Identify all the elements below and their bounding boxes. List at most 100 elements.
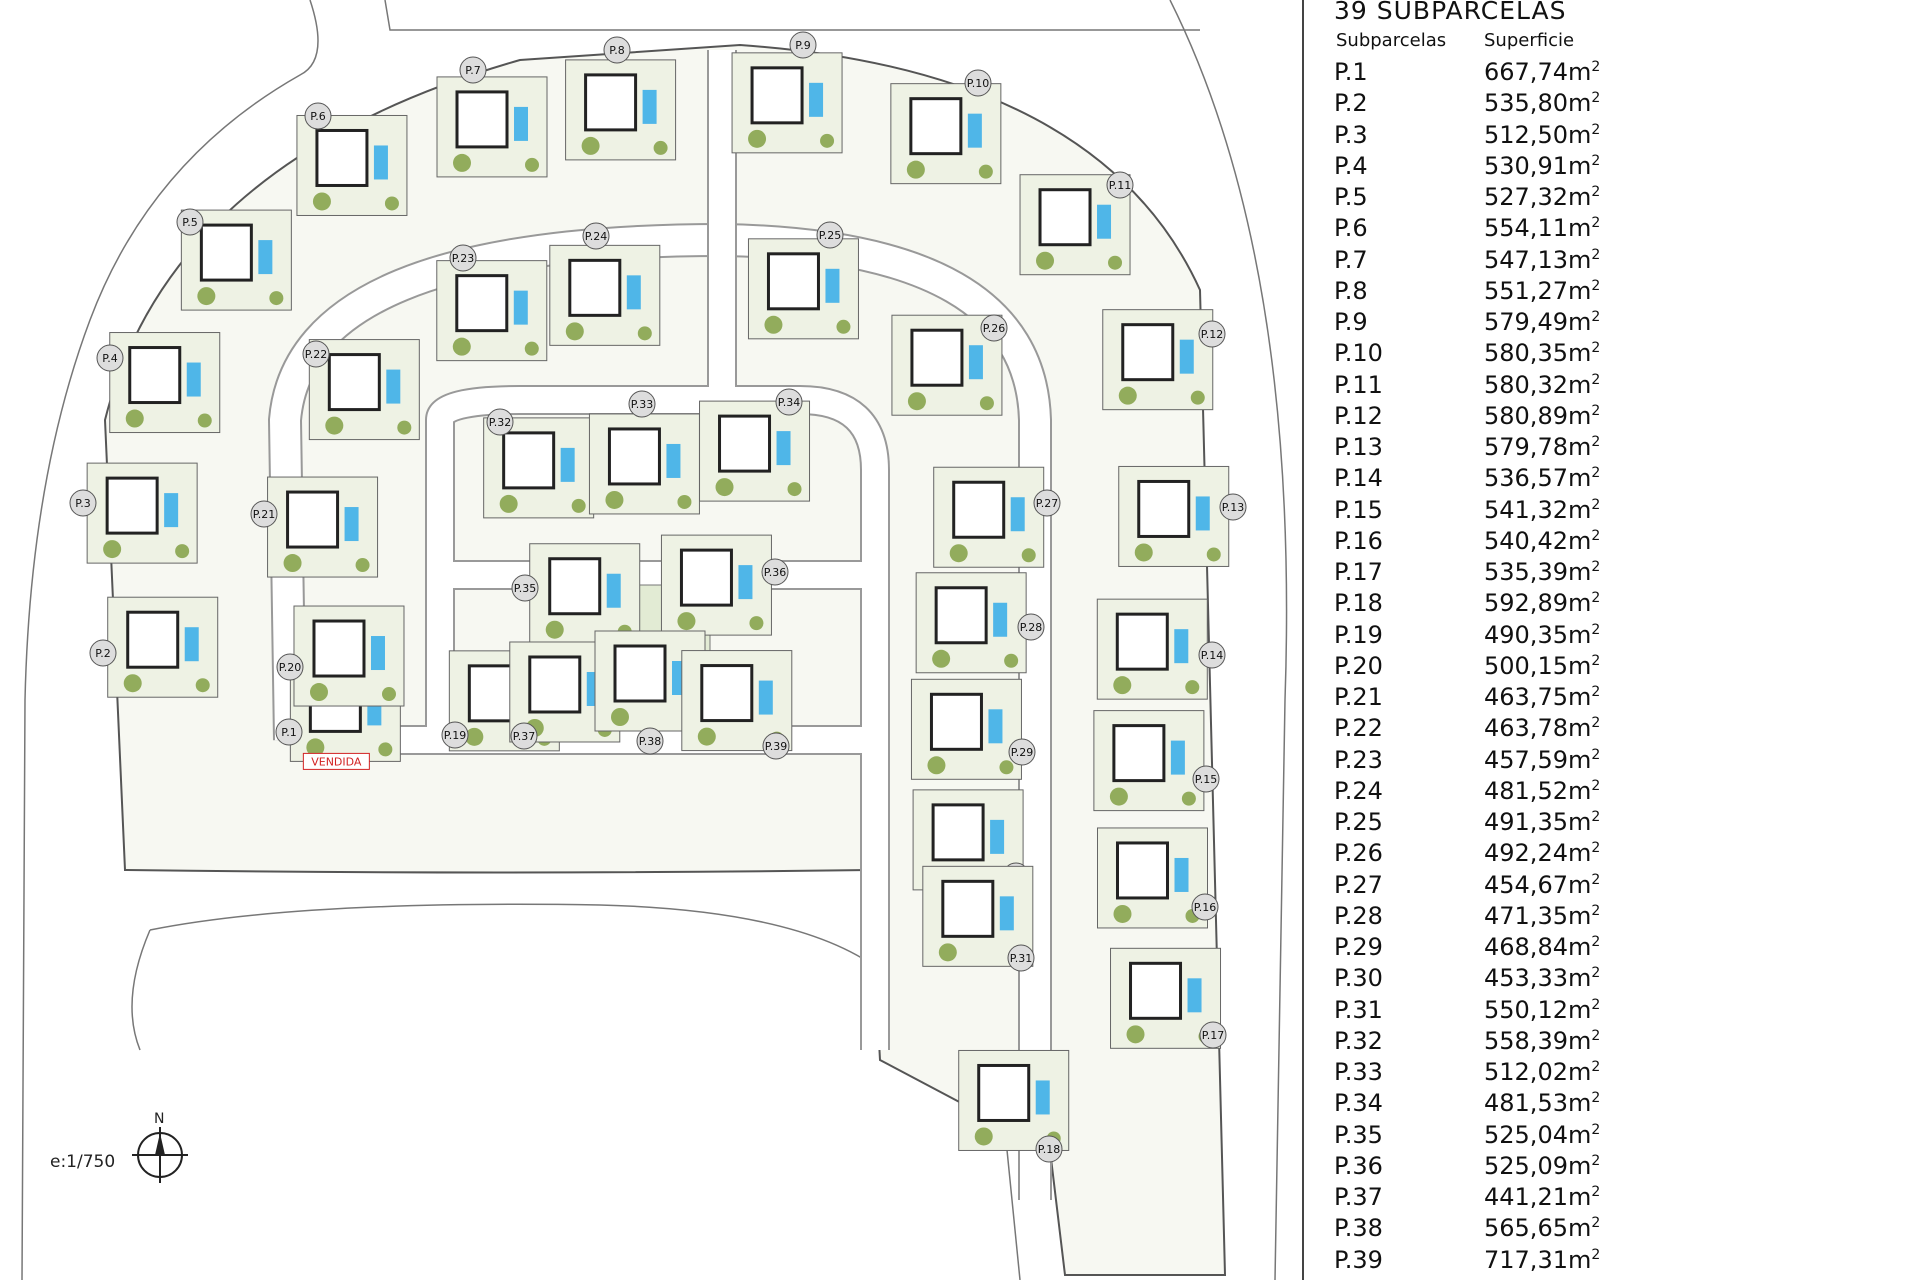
plot[interactable]: P.28 — [915, 572, 1045, 674]
plot[interactable]: P.11 — [1019, 171, 1134, 276]
plot-marker — [1219, 493, 1247, 521]
plot-label: P.7 — [465, 64, 480, 77]
pool — [993, 602, 1008, 637]
subparcel-area: 550,12m2 — [1484, 995, 1601, 1024]
plot[interactable]: P.22 — [302, 339, 420, 441]
plot-label: P.19 — [444, 729, 466, 742]
subparcel-area: 512,02m2 — [1484, 1058, 1601, 1086]
plot-label: P.38 — [639, 735, 661, 748]
plot[interactable]: P.36 — [660, 534, 789, 636]
table-row: P.7 547,13m2 — [1334, 246, 1734, 277]
plot[interactable]: P.17 — [1110, 947, 1227, 1049]
plot-marker — [1199, 1021, 1227, 1049]
plot[interactable]: P.5 — [176, 208, 292, 311]
plot[interactable]: P.27 — [933, 466, 1061, 568]
plot[interactable]: P.23 — [436, 244, 548, 362]
plot[interactable]: P.20 — [276, 605, 405, 707]
subparcel-id: P.4 — [1334, 151, 1368, 180]
plot[interactable]: P.15 — [1093, 710, 1220, 812]
pool — [1170, 740, 1185, 775]
plot[interactable]: P.33 — [588, 390, 700, 515]
tree-icon — [927, 756, 946, 775]
plot[interactable]: P.34 — [699, 388, 811, 502]
table-row: P.8 551,27m2 — [1334, 277, 1734, 308]
plot[interactable]: P.14 — [1096, 598, 1226, 700]
plot-marker — [1017, 613, 1045, 641]
tree-icon — [1190, 390, 1205, 405]
subparcel-id: P.25 — [1334, 808, 1383, 836]
pool — [626, 275, 641, 310]
table-row: P.20 500,15m2 — [1334, 652, 1734, 683]
house-footprint — [1038, 188, 1092, 247]
pool — [513, 290, 528, 325]
plot[interactable]: P.25 — [747, 221, 859, 340]
plot[interactable]: P.7 — [436, 56, 548, 178]
plot[interactable]: P.26 — [891, 314, 1008, 416]
plot[interactable]: P.21 — [250, 476, 379, 578]
plot-label: P.17 — [1202, 1029, 1224, 1042]
plot[interactable]: P.4 — [96, 332, 221, 434]
plot[interactable]: P.13 — [1118, 465, 1247, 567]
plot-label: P.37 — [513, 730, 535, 743]
plot[interactable]: P.24 — [549, 222, 661, 346]
subparcel-id: P.38 — [1334, 1214, 1383, 1243]
subparcel-area: 580,35m2 — [1484, 339, 1601, 368]
subparcel-area: 463,75m2 — [1484, 683, 1601, 711]
plot[interactable]: P.3 — [69, 462, 198, 564]
plot[interactable]: P.2 — [89, 596, 219, 698]
pool — [514, 106, 529, 141]
table-row: P.22 463,78m2 — [1334, 714, 1734, 745]
house-footprint — [1137, 479, 1191, 538]
table-row: P.35 525,04m2 — [1334, 1121, 1734, 1152]
tree-icon — [1113, 904, 1132, 923]
table-row: P.11 580,32m2 — [1334, 371, 1734, 402]
plot[interactable]: P.39 — [681, 650, 793, 760]
pool — [825, 268, 840, 303]
pool — [1035, 1080, 1050, 1115]
plot[interactable]: P.16 — [1096, 827, 1219, 929]
table-row: P.6 554,11m2 — [1334, 214, 1734, 245]
subparcel-area: 535,80m2 — [1484, 89, 1601, 118]
tree-icon — [453, 153, 472, 172]
tree-icon — [787, 482, 802, 497]
tree-icon — [325, 416, 344, 435]
subparcel-area: 540,42m2 — [1484, 526, 1601, 555]
plot-label: P.29 — [1011, 746, 1033, 759]
plot[interactable]: P.29 — [910, 678, 1036, 780]
plot[interactable]: P.12 — [1102, 309, 1226, 411]
subparcel-id: P.34 — [1334, 1089, 1383, 1118]
table-row: P.32 558,39m2 — [1334, 1027, 1734, 1058]
plot-marker — [302, 340, 330, 368]
plot-marker — [762, 732, 790, 760]
plot-label: P.26 — [983, 322, 1005, 335]
plot-label: P.13 — [1222, 501, 1244, 514]
col-header-subparcelas: Subparcelas — [1336, 30, 1447, 51]
tree-icon — [452, 337, 471, 356]
tree-icon — [103, 540, 122, 559]
plot-marker — [980, 314, 1008, 342]
house-footprint — [941, 879, 995, 938]
subparcel-id: P.29 — [1334, 933, 1383, 961]
plot[interactable]: P.35 — [511, 543, 641, 645]
subparcel-id: P.1 — [1334, 58, 1368, 86]
tree-icon — [949, 544, 968, 563]
plot-label: P.18 — [1038, 1143, 1060, 1156]
subparcel-area: 547,13m2 — [1484, 245, 1601, 274]
plot[interactable]: P.6 — [296, 102, 408, 216]
house-footprint — [931, 803, 985, 862]
subparcel-area: 441,21m2 — [1484, 1183, 1601, 1211]
table-row: P.31 550,12m2 — [1334, 996, 1734, 1027]
house-footprint — [909, 97, 963, 156]
plot-marker — [964, 69, 992, 97]
plot[interactable]: P.32 — [483, 408, 595, 519]
plot-label: P.23 — [452, 252, 474, 265]
plot[interactable]: P.10 — [890, 69, 1002, 185]
tree-icon — [499, 494, 518, 513]
plot[interactable]: P.31 — [922, 865, 1035, 972]
plot[interactable]: P.9 — [731, 31, 843, 154]
plot[interactable]: P.8 — [565, 36, 677, 161]
pool — [164, 493, 179, 528]
subparcel-area: 454,67m2 — [1484, 870, 1601, 899]
plot[interactable]: P.18 — [958, 1049, 1070, 1163]
table-row: P.1 667,74m2 — [1334, 58, 1734, 89]
